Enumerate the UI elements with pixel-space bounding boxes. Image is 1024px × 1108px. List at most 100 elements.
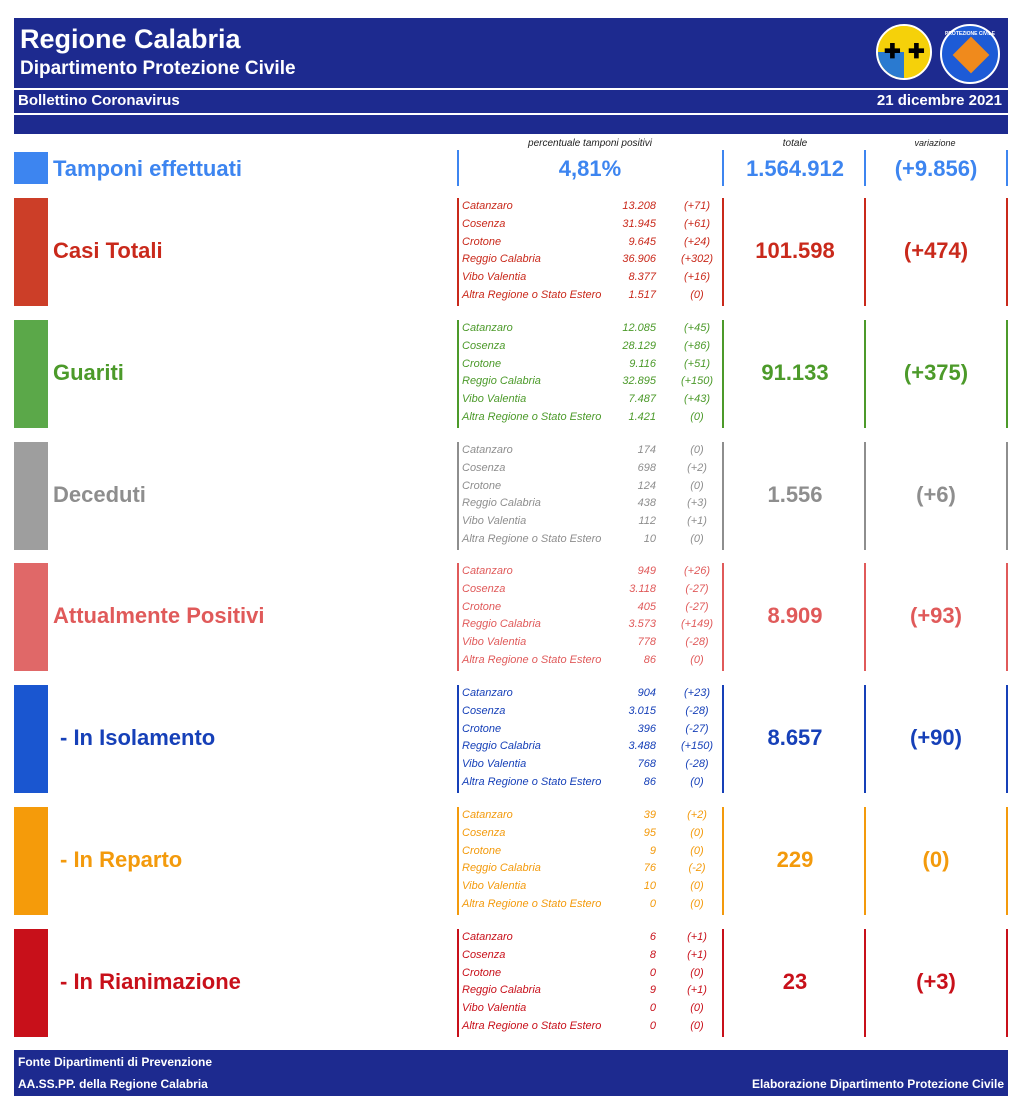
section-swatch — [14, 929, 48, 1037]
province-delta: (0) — [690, 844, 704, 857]
province-value: 9 — [649, 844, 656, 857]
province-name: Altra Regione o Stato Estero — [462, 289, 602, 301]
province-delta: (+149) — [680, 618, 714, 631]
tamponi-label: Tamponi effettuati — [53, 156, 243, 181]
section-swatch — [14, 320, 48, 428]
section-divider — [1006, 442, 1008, 550]
section-total: 8.909 — [767, 603, 823, 628]
section-row: - In Reparto Catanzaro 39 (+2) Cosenza 95 (0) C… — [0, 807, 1024, 915]
section-divider — [457, 198, 459, 306]
province-name: Reggio Calabria — [462, 862, 541, 875]
province-value: 396 — [637, 722, 656, 735]
section-row: - In Rianimazione Catanzaro 6 (+1) Cosenza 8 (… — [0, 929, 1024, 1037]
province-value: 76 — [643, 862, 656, 875]
province-name: Crotone — [462, 357, 502, 370]
section-divider — [722, 807, 724, 915]
province-value: 9 — [649, 984, 656, 997]
province-delta: (-2) — [688, 862, 706, 875]
header-divider — [14, 88, 1008, 90]
province-name: Vibo Valentia — [462, 1002, 527, 1015]
section-label: Casi Totali — [53, 238, 163, 263]
section-divider — [457, 807, 459, 915]
province-value: 405 — [637, 600, 656, 613]
province-delta: (+3) — [687, 497, 707, 510]
section-label: - In Isolamento — [60, 725, 216, 750]
province-delta: (+150) — [680, 375, 714, 388]
province-delta: (+43) — [684, 393, 710, 406]
section-swatch — [14, 807, 48, 915]
province-name: Altra Regione o Stato Estero — [462, 776, 602, 788]
province-value: 1.421 — [628, 411, 656, 423]
province-name: Reggio Calabria — [462, 375, 541, 388]
section-divider — [457, 442, 459, 550]
section-label: Attualmente Positivi — [53, 603, 265, 628]
province-value: 3.488 — [628, 740, 656, 753]
province-name: Altra Regione o Stato Estero — [462, 1020, 602, 1032]
section-divider — [864, 442, 866, 550]
section-divider — [722, 929, 724, 1037]
province-delta: (+45) — [684, 322, 710, 334]
province-name: Crotone — [462, 966, 502, 979]
province-value: 904 — [637, 687, 656, 699]
province-name: Altra Regione o Stato Estero — [462, 533, 602, 545]
province-value: 1.517 — [628, 289, 656, 301]
province-name: Catanzaro — [462, 931, 513, 943]
section-variation: (+474) — [903, 238, 969, 263]
section-row: Casi Totali Catanzaro 13.208 (+71) Cosenza 31… — [0, 198, 1024, 306]
footer-credit: Elaborazione Dipartimento Protezione Civ… — [751, 1077, 1004, 1091]
section-divider — [457, 685, 459, 793]
province-value: 768 — [637, 758, 656, 771]
province-value: 10 — [643, 880, 656, 893]
section-divider — [1006, 685, 1008, 793]
tamponi-divider — [722, 150, 724, 186]
section-divider — [1006, 807, 1008, 915]
section-variation: (+6) — [916, 482, 956, 507]
province-name: Crotone — [462, 844, 502, 857]
section-divider — [864, 807, 866, 915]
province-name: Altra Regione o Stato Estero — [462, 654, 602, 666]
province-delta: (-28) — [685, 758, 709, 771]
province-delta: (0) — [690, 289, 704, 301]
province-name: Catanzaro — [462, 444, 513, 456]
section-swatch — [14, 198, 48, 306]
province-name: Reggio Calabria — [462, 740, 541, 753]
province-value: 124 — [637, 479, 656, 492]
section-swatch — [14, 685, 48, 793]
province-name: Catanzaro — [462, 322, 513, 334]
section-divider — [1006, 320, 1008, 428]
section-label: Guariti — [53, 360, 124, 385]
footer-source-line1: Fonte Dipartimenti di Prevenzione — [18, 1055, 213, 1069]
section-total: 1.556 — [767, 482, 823, 507]
province-value: 36.906 — [622, 253, 656, 266]
province-delta: (-27) — [685, 722, 709, 735]
section-divider — [1006, 198, 1008, 306]
province-value: 39 — [643, 809, 656, 821]
section-divider — [722, 685, 724, 793]
province-name: Cosenza — [462, 339, 506, 352]
province-delta: (-28) — [685, 636, 709, 649]
province-delta: (0) — [690, 880, 704, 893]
tamponi-percent: 4,81% — [558, 156, 622, 181]
province-delta: (0) — [690, 411, 704, 423]
tamponi-divider — [864, 150, 866, 186]
province-delta: (0) — [690, 1002, 704, 1015]
province-delta: (0) — [690, 966, 704, 979]
protezione-civile-logo-icon: PROTEZIONE CIVILE — [940, 24, 1000, 84]
section-divider — [457, 929, 459, 1037]
province-value: 8.377 — [628, 271, 656, 284]
province-name: Reggio Calabria — [462, 497, 541, 510]
section-swatch — [14, 563, 48, 671]
province-value: 28.129 — [622, 339, 656, 352]
province-delta: (0) — [690, 898, 704, 910]
province-delta: (+1) — [687, 931, 707, 943]
province-name: Reggio Calabria — [462, 984, 541, 997]
province-delta: (0) — [690, 776, 704, 788]
header-banner: Regione Calabria Dipartimento Protezione… — [14, 18, 1008, 134]
province-delta: (0) — [690, 826, 704, 839]
tamponi-divider — [1006, 150, 1008, 186]
province-name: Catanzaro — [462, 687, 513, 699]
section-label: Deceduti — [53, 482, 146, 507]
province-value: 174 — [637, 444, 656, 456]
province-value: 10 — [643, 533, 656, 545]
footer-source-line2: AA.SS.PP. della Regione Calabria — [18, 1077, 208, 1091]
